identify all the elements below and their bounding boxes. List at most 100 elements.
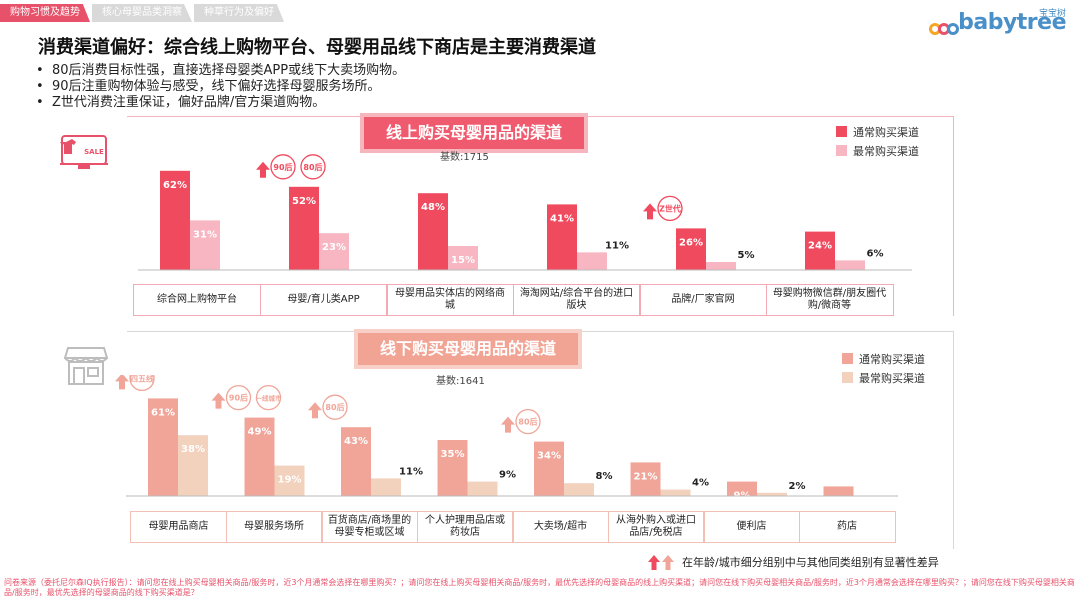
bar-usual-label: 62% (163, 180, 187, 191)
bar-usual-label: 49% (248, 427, 272, 438)
babytree-logo: 宝宝树 babytree (929, 9, 1066, 35)
offline-chart-title: 线下购买母婴用品的渠道 (358, 333, 579, 365)
legend-usual-label: 通常购买渠道 (853, 125, 919, 139)
bar-usual (805, 231, 835, 270)
bar-most-label: 9% (499, 470, 516, 481)
bar-usual-label: 41% (550, 213, 574, 224)
bar-usual-label: 6% (830, 495, 847, 506)
online-category: 母婴用品实体店的网络商城 (386, 284, 514, 316)
bar-usual (547, 204, 577, 270)
segment-tag-text: 90后 (229, 393, 248, 403)
bar-most (448, 246, 478, 270)
bar-usual (148, 398, 178, 496)
segment-tag-text: Z世代 (659, 203, 681, 213)
significance-arrow-icon (501, 416, 515, 433)
bar-most (706, 262, 736, 270)
segment-tag-circle (515, 408, 541, 435)
bar-most-label: 11% (605, 240, 629, 251)
legend-usual-label: 通常购买渠道 (859, 352, 925, 366)
bar-usual (437, 440, 468, 496)
bullet-item: 90后注重购物体验与感受，线下偏好选择母婴服务场所。 (36, 79, 405, 95)
bar-most-label: 38% (181, 444, 205, 455)
segment-tag-circle (129, 375, 155, 392)
bar-most (835, 260, 865, 270)
segment-tag-circle (225, 384, 252, 411)
shop-sale-icon: SALE (58, 132, 110, 176)
online-category: 母婴/育儿类APP (259, 284, 388, 316)
bar-usual-label: 34% (537, 451, 561, 462)
significance-arrow-icon (308, 402, 322, 419)
bar-usual (534, 441, 564, 496)
storefront-icon (63, 344, 109, 390)
segment-tag-circle (322, 394, 348, 420)
tab-core-category[interactable]: 核心母婴品类洞察 (92, 4, 192, 22)
significance-arrow-icon (256, 161, 270, 178)
bar-most-label: 5% (738, 250, 755, 261)
legend-most-label: 最常购买渠道 (859, 371, 925, 385)
online-chart-title: 线上购买母婴用品的渠道 (364, 117, 585, 149)
legend-usual-swatch (842, 353, 853, 364)
bar-most-label: 31% (193, 229, 217, 240)
bar-usual (727, 481, 757, 496)
bar-most (190, 220, 220, 270)
bar-most (660, 489, 691, 496)
legend-usual-swatch (836, 126, 847, 137)
bar-usual-label: 26% (679, 237, 703, 248)
online-category-row: 综合网上购物平台 母婴/育儿类APP 母婴用品实体店的网络商城 海淘网站/综合平… (133, 284, 894, 316)
bullet-item: 80后消费目标性强，直接选择母婴类APP或线下大卖场购物。 (36, 63, 405, 79)
bar-most (467, 481, 498, 496)
offline-category: 大卖场/超市 (512, 511, 609, 543)
tab-shopping-habits[interactable]: 购物习惯及趋势 (0, 4, 90, 22)
bar-usual-label: 43% (344, 436, 368, 447)
bar-most-label: 19% (278, 475, 302, 486)
online-category: 海淘网站/综合平台的进口版块 (512, 284, 641, 316)
offline-category: 母婴服务场所 (225, 511, 323, 543)
significance-note-text: 在年龄/城市细分组别中与其他同类组别有显著性差异 (682, 556, 939, 569)
bar-most (371, 478, 401, 496)
online-category: 品牌/厂家官网 (639, 284, 767, 316)
segment-tag-text: 80后 (518, 417, 537, 427)
offline-category: 个人护理用品店或药妆店 (416, 511, 514, 543)
segment-tag-text: 80后 (325, 402, 344, 412)
offline-legend: 通常购买渠道 最常购买渠道 (842, 349, 925, 387)
bar-usual-label: 61% (151, 407, 175, 418)
significance-arrow-icon (115, 375, 129, 390)
logo-word: babytree (958, 10, 1066, 35)
bar-most-label: 8% (596, 471, 613, 482)
bar-most-label: 23% (322, 242, 346, 253)
offline-category: 百货商店/商场里的母婴专柜或区域 (321, 511, 418, 543)
bullet-list: 80后消费目标性强，直接选择母婴类APP或线下大卖场购物。 90后注重购物体验与… (36, 63, 405, 111)
offline-category: 母婴用品商店 (130, 511, 227, 543)
segment-tag-text: 80后 (303, 162, 322, 172)
offline-base: 基数:1641 (436, 376, 485, 387)
bar-usual (160, 170, 190, 270)
segment-tag-circle (270, 154, 296, 180)
significance-arrow-icon (211, 392, 226, 409)
bar-usual-label: 48% (421, 202, 445, 213)
online-bar-chart: 62% 31% 52% 23% 48% 15% 41% 11% 26% 5% 24% 6% 90后 80后… (138, 154, 912, 271)
bar-most (178, 435, 208, 496)
offline-bar-chart: 61%38%49%19%43%11%35%9%34%8% 21%4%9%2%6%四… (115, 375, 898, 506)
sale-text: SALE (84, 148, 104, 156)
tab-seeding-behavior[interactable]: 种草行为及偏好 (194, 4, 284, 22)
bar-most (757, 492, 787, 496)
segment-tag-circle (255, 384, 282, 411)
offline-panel (127, 331, 954, 549)
segment-tag-text: 一线城市 (256, 394, 283, 403)
bar-usual (676, 228, 706, 270)
bar-most (564, 483, 594, 496)
legend-most-swatch (842, 372, 853, 383)
online-category: 母婴购物微信群/朋友圈代购/微商等 (765, 284, 894, 316)
online-base: 基数:1715 (440, 152, 489, 163)
bar-usual-label: 52% (292, 196, 316, 207)
legend-most-label: 最常购买渠道 (853, 144, 919, 158)
segment-tag-circle (300, 154, 326, 180)
offline-category-row: 母婴用品商店 母婴服务场所 百货商店/商场里的母婴专柜或区域 个人护理用品店或药… (130, 511, 896, 543)
bar-most (319, 233, 349, 270)
bar-usual (341, 427, 371, 496)
bar-usual (630, 462, 661, 496)
bar-most (577, 252, 607, 270)
offline-category: 从海外购入或进口品店/免税店 (607, 511, 705, 543)
bullet-item: Z世代消费注重保证，偏好品牌/官方渠道购物。 (36, 95, 405, 111)
online-legend: 通常购买渠道 最常购买渠道 (836, 122, 919, 160)
